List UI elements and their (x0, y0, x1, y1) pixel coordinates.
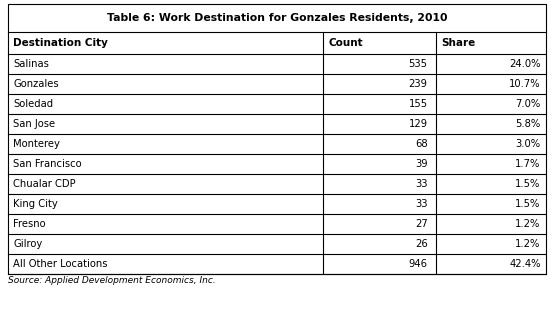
Text: Table 6: Work Destination for Gonzales Residents, 2010: Table 6: Work Destination for Gonzales R… (107, 13, 447, 23)
Text: 239: 239 (409, 79, 428, 89)
Text: San Jose: San Jose (13, 119, 55, 129)
Text: Count: Count (328, 38, 363, 48)
Text: Fresno: Fresno (13, 219, 46, 229)
Text: 535: 535 (409, 59, 428, 69)
Text: Soledad: Soledad (13, 99, 54, 109)
Text: 1.5%: 1.5% (515, 179, 541, 189)
Text: 1.7%: 1.7% (515, 159, 541, 169)
Text: 1.2%: 1.2% (515, 239, 541, 249)
Text: 5.8%: 5.8% (515, 119, 541, 129)
Text: 946: 946 (409, 259, 428, 269)
Text: 33: 33 (415, 179, 428, 189)
Text: Source: Applied Development Economics, Inc.: Source: Applied Development Economics, I… (8, 276, 216, 285)
Text: 68: 68 (415, 139, 428, 149)
Text: 1.5%: 1.5% (515, 199, 541, 209)
Text: 1.2%: 1.2% (515, 219, 541, 229)
Text: 129: 129 (408, 119, 428, 129)
Text: 33: 33 (415, 199, 428, 209)
Text: San Francisco: San Francisco (13, 159, 82, 169)
Text: 39: 39 (415, 159, 428, 169)
Text: Destination City: Destination City (13, 38, 108, 48)
Text: Share: Share (441, 38, 475, 48)
Text: Salinas: Salinas (13, 59, 49, 69)
Bar (8, 4, 546, 274)
Text: 26: 26 (415, 239, 428, 249)
Text: 155: 155 (408, 99, 428, 109)
Text: 10.7%: 10.7% (509, 79, 541, 89)
Text: 24.0%: 24.0% (509, 59, 541, 69)
Text: King City: King City (13, 199, 58, 209)
Text: All Other Locations: All Other Locations (13, 259, 108, 269)
Text: 27: 27 (415, 219, 428, 229)
Text: Gilroy: Gilroy (13, 239, 43, 249)
Text: 42.4%: 42.4% (509, 259, 541, 269)
Text: 7.0%: 7.0% (515, 99, 541, 109)
Text: Chualar CDP: Chualar CDP (13, 179, 76, 189)
Text: Gonzales: Gonzales (13, 79, 59, 89)
Text: 3.0%: 3.0% (515, 139, 541, 149)
Text: Monterey: Monterey (13, 139, 60, 149)
